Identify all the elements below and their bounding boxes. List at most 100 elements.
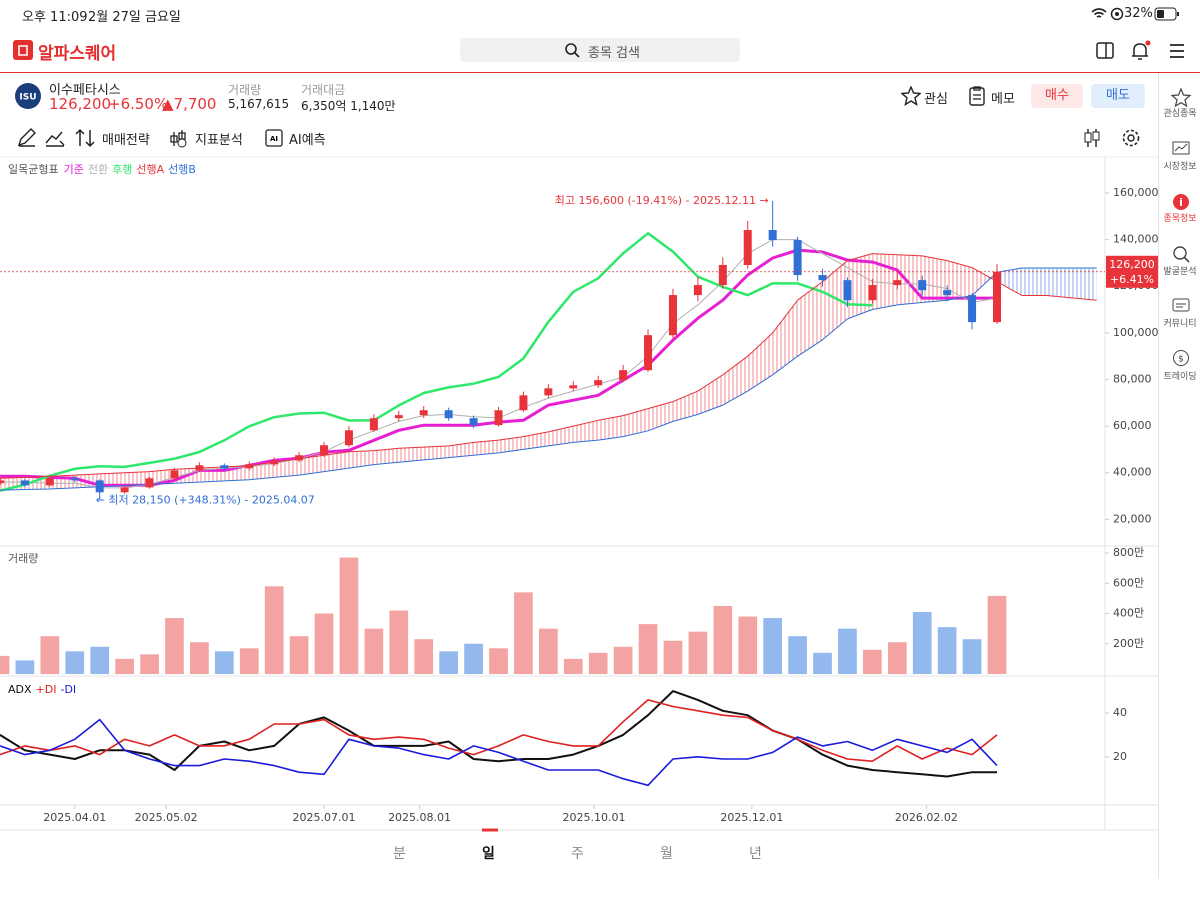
- legend-item: 후행: [112, 163, 132, 176]
- y-tick-label: 140,000: [1113, 233, 1158, 246]
- cloud: [747, 332, 773, 392]
- high-annotation: 최고 156,600 (-19.41%) - 2025.12.11 →: [555, 194, 769, 207]
- candle-body: [768, 230, 777, 241]
- stock-name: 이수페타시스: [49, 83, 121, 98]
- x-tick-label: 2025.04.01: [43, 811, 106, 824]
- candle-body: [943, 290, 952, 296]
- search-box[interactable]: 종목 검색: [460, 38, 740, 62]
- status-icons: [1091, 7, 1124, 21]
- candle-body: [220, 465, 229, 469]
- candle-body: [70, 478, 79, 481]
- volume-bar: [838, 628, 857, 674]
- volume-bar: [613, 646, 633, 674]
- candle-body: [818, 275, 827, 281]
- cloud: [1021, 268, 1047, 296]
- star-icon[interactable]: [901, 86, 921, 106]
- volume-bar: [314, 613, 334, 674]
- y-tick-label: 600만: [1113, 576, 1144, 589]
- cloud: [847, 253, 873, 319]
- sidebar-item[interactable]: 관심종목: [1163, 109, 1197, 119]
- candle-body: [693, 285, 702, 296]
- period-tab[interactable]: 분: [393, 846, 406, 862]
- candle-body: [743, 230, 752, 266]
- volume-bar: [663, 640, 683, 674]
- watch-button[interactable]: 관심: [924, 92, 948, 107]
- stock-logo-text: ISU: [19, 93, 36, 103]
- chart-area: 20,00040,00060,00080,000100,000120,00014…: [0, 156, 1158, 832]
- candle-body: [120, 487, 129, 493]
- volume-bar: [588, 652, 608, 674]
- volume-bar: [140, 654, 159, 674]
- ai-button[interactable]: AI예측: [289, 133, 326, 148]
- sidebar-item[interactable]: 종목정보: [1163, 214, 1197, 224]
- cloud: [348, 450, 374, 469]
- period-tab[interactable]: 년: [749, 846, 762, 862]
- legend-item: 전환: [88, 163, 108, 176]
- cloud: [1046, 268, 1072, 298]
- last-price-label: 126,200: [1109, 258, 1155, 271]
- strategy-button[interactable]: 매매전략: [102, 133, 150, 148]
- candle-body: [270, 460, 279, 465]
- volume-bar: [863, 649, 882, 674]
- cloud: [523, 431, 549, 450]
- logo-text[interactable]: 알파스퀘어: [38, 44, 117, 64]
- series-line: [0, 267, 1097, 491]
- toolbar-icons[interactable]: AI: [16, 127, 356, 149]
- period-tab[interactable]: 일: [482, 846, 495, 862]
- volume-bar: [887, 642, 907, 674]
- cloud: [124, 471, 150, 486]
- memo-button[interactable]: 메모: [991, 92, 1015, 107]
- svg-text:AI: AI: [270, 135, 278, 143]
- sell-button[interactable]: 매도: [1091, 84, 1145, 108]
- volume-bar: [15, 660, 35, 674]
- cloud: [448, 442, 474, 458]
- chart-settings-icons[interactable]: [1082, 127, 1142, 149]
- memo-icon[interactable]: [968, 85, 986, 107]
- period-tab[interactable]: 주: [571, 846, 584, 862]
- volume-bar: [339, 557, 359, 674]
- period-tab[interactable]: 월: [660, 846, 673, 862]
- sidebar-item[interactable]: 커뮤니티: [1163, 319, 1197, 329]
- sidebar-divider: [1158, 73, 1159, 878]
- cloud: [797, 281, 823, 357]
- candle-body: [992, 271, 1001, 323]
- candle-body: [419, 410, 428, 416]
- volume-bar: [190, 642, 209, 674]
- sidebar-item[interactable]: 시장정보: [1163, 161, 1197, 172]
- indicator-button[interactable]: 지표분석: [195, 133, 243, 148]
- cloud: [897, 254, 923, 305]
- candle-body: [245, 464, 254, 469]
- buy-button[interactable]: 매수: [1031, 84, 1083, 108]
- search-icon: [565, 43, 580, 58]
- series-line: [0, 253, 1097, 479]
- x-tick-label: 2025.05.02: [135, 811, 198, 824]
- series-line: [0, 690, 997, 778]
- cloud: [249, 462, 275, 480]
- header-icons[interactable]: [1094, 40, 1189, 62]
- x-tick-label: 2025.10.01: [563, 811, 626, 824]
- legend-item: ADX: [8, 683, 32, 696]
- legend-item: +DI: [36, 683, 57, 696]
- logo-icon[interactable]: [13, 40, 33, 60]
- volume-bar: [937, 627, 957, 674]
- cloud: [373, 448, 399, 465]
- candle-body: [594, 380, 603, 386]
- cloud: [772, 300, 798, 375]
- panel-title: 거래량: [8, 552, 38, 565]
- cloud: [722, 356, 748, 406]
- volume-bar: [264, 586, 284, 674]
- cloud: [598, 415, 624, 441]
- cloud: [99, 472, 125, 487]
- series-line: [0, 718, 998, 787]
- y-tick-label: 60,000: [1113, 419, 1152, 432]
- y-tick-label: 800만: [1113, 546, 1144, 559]
- candle-body: [369, 418, 378, 431]
- sidebar-item[interactable]: 트레이딩: [1163, 371, 1197, 382]
- search-placeholder: 종목 검색: [588, 46, 640, 61]
- sidebar-item[interactable]: 발굴분석: [1163, 266, 1197, 277]
- volume-bar: [65, 651, 85, 674]
- x-tick-label: 2025.12.01: [720, 811, 783, 824]
- cloud: [324, 451, 349, 472]
- last-price-box: [1106, 255, 1158, 288]
- volume-bar: [912, 612, 932, 674]
